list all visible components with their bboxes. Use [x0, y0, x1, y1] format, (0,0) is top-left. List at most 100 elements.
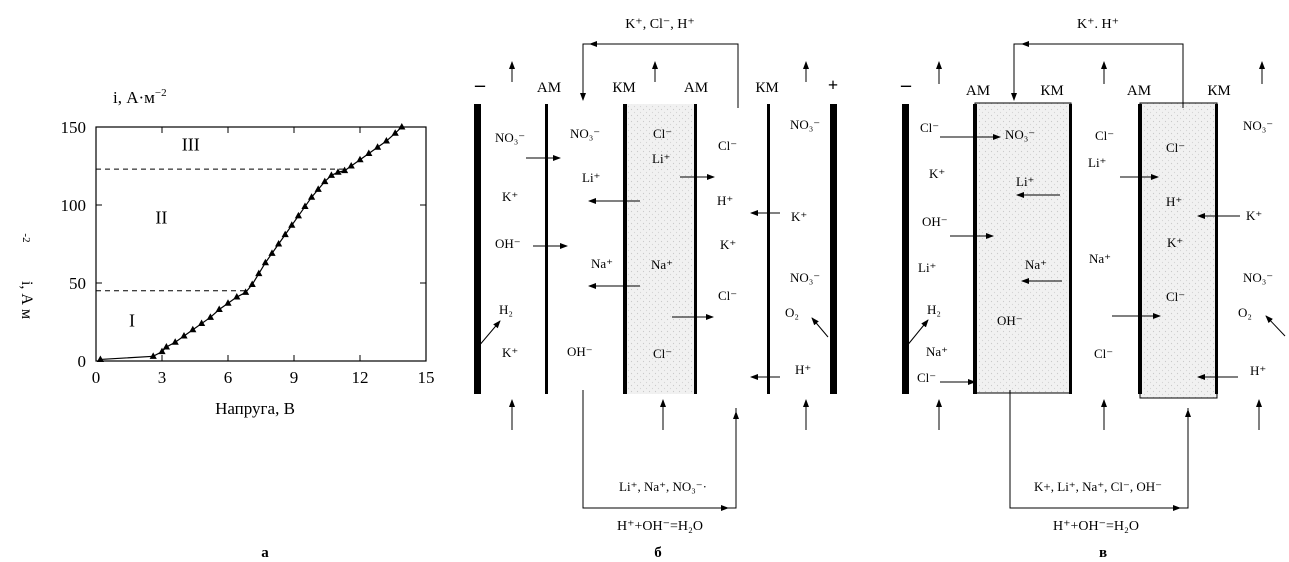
data-point — [198, 319, 206, 327]
ion-label: Li⁺ — [918, 260, 936, 275]
data-point — [242, 288, 250, 295]
svg-text:i, А м: i, А м — [18, 281, 35, 319]
data-point — [268, 249, 276, 256]
data-point — [365, 149, 373, 157]
ion-label: NO₃⁻ — [570, 126, 600, 141]
region-label: II — [155, 208, 167, 228]
panel-label-a: а — [261, 545, 269, 561]
x-axis-label: Напруга, В — [215, 399, 295, 418]
membrane-label: АМ — [1127, 83, 1151, 99]
region-label: I — [129, 311, 135, 331]
migration-arrows — [477, 155, 829, 380]
concentrate-chamber — [627, 104, 695, 394]
region-label: III — [182, 134, 200, 154]
panel-label-b: б — [654, 545, 662, 561]
membrane-label: АМ — [537, 80, 561, 96]
top-flow-label: K⁺, Cl⁻, H⁺ — [625, 17, 695, 32]
ion-label: OH⁻ — [997, 313, 1023, 328]
diagram-panel-c: – АМ КМ АМ КМ K⁺. H⁺ K+, Li⁺, Na⁺, Cl⁻, … — [900, 17, 1286, 561]
diagram-panel-b: – + АМ КМ АМ КМ K⁺, Cl⁻, H⁺ Li⁺, Na⁺, NO… — [474, 17, 838, 561]
bottom-flow-label: Li⁺, Na⁺, NO₃⁻· — [619, 479, 707, 494]
ion-label: NO₃⁻ — [790, 117, 820, 132]
svg-text:-2: -2 — [20, 233, 32, 242]
ion-label: K⁺ — [502, 189, 518, 204]
membrane-label: КМ — [755, 80, 778, 96]
ion-label: K⁺ — [791, 209, 807, 224]
x-tick-label: 3 — [158, 368, 167, 387]
anode-electrode — [830, 104, 837, 394]
ion-label: Na⁺ — [651, 257, 673, 272]
ion-label: K⁺ — [1246, 208, 1262, 223]
ion-label: O₂ — [1238, 305, 1252, 320]
membrane-am-1 — [973, 104, 977, 394]
data-point — [224, 299, 232, 306]
ion-label: NO₃⁻ — [1005, 127, 1035, 142]
top-flow-line — [582, 43, 739, 108]
cathode-electrode — [902, 104, 909, 394]
ion-label: Cl⁻ — [718, 288, 737, 303]
cathode-sign: – — [474, 74, 486, 96]
ion-label: K⁺ — [1167, 235, 1183, 250]
anode-sign: + — [828, 75, 838, 95]
ion-label: Li⁺ — [1016, 174, 1034, 189]
data-point — [261, 258, 269, 266]
top-flow-label: K⁺. H⁺ — [1077, 17, 1119, 32]
series-line — [100, 126, 403, 361]
x-tick-label: 9 — [290, 368, 299, 387]
ion-label: Cl⁻ — [917, 370, 936, 385]
ion-label: H⁺ — [1250, 363, 1266, 378]
ion-label: NO₃⁻ — [1243, 270, 1273, 285]
y-tick-label: 50 — [69, 274, 86, 293]
membrane-km-2 — [1215, 104, 1218, 394]
membrane-am-2 — [694, 104, 697, 394]
data-point — [347, 162, 355, 169]
panel-label-c: в — [1099, 545, 1107, 561]
ion-label: OH⁻ — [922, 214, 948, 229]
data-point — [215, 305, 223, 313]
ion-label: Cl⁻ — [1095, 128, 1114, 143]
bottom-flow-line — [582, 390, 737, 509]
data-point — [248, 280, 256, 288]
data-point — [149, 352, 157, 359]
ion-label: NO₃⁻ — [495, 130, 525, 145]
ion-label: Cl⁻ — [653, 346, 672, 361]
x-tick-label: 6 — [224, 368, 233, 387]
membrane-label: КМ — [612, 80, 635, 96]
data-point — [281, 230, 289, 238]
reaction-label: H⁺+OH⁻=H₂O — [617, 519, 703, 534]
data-point — [171, 338, 179, 345]
ion-label: O₂ — [785, 305, 799, 320]
data-point — [334, 168, 342, 175]
reaction-label: H⁺+OH⁻=H₂O — [1053, 519, 1139, 534]
membrane-km-1 — [1069, 104, 1072, 394]
membrane-label: АМ — [966, 83, 990, 99]
ion-label: Li⁺ — [652, 151, 670, 166]
data-point — [398, 123, 406, 130]
membrane-km-2 — [767, 104, 770, 394]
membrane-am-2 — [1138, 104, 1142, 394]
data-point — [294, 211, 302, 219]
ion-label: Cl⁻ — [1166, 140, 1185, 155]
data-point — [158, 347, 166, 355]
data-point — [180, 332, 188, 339]
ion-label: H₂ — [927, 302, 941, 317]
ion-label: Li⁺ — [582, 170, 600, 185]
ion-label: Na⁺ — [591, 256, 613, 271]
ion-label: Cl⁻ — [1166, 289, 1185, 304]
membrane-am-1 — [545, 104, 548, 394]
data-point — [288, 221, 296, 228]
x-tick-label: 15 — [418, 368, 435, 387]
data-point — [233, 293, 241, 300]
membrane-label: АМ — [684, 80, 708, 96]
ion-label: K⁺ — [929, 166, 945, 181]
cathode-electrode — [474, 104, 481, 394]
data-point — [382, 137, 390, 144]
y-tick-label: 100 — [61, 196, 87, 215]
cathode-sign: – — [900, 74, 912, 96]
data-point — [162, 342, 170, 350]
data-point — [327, 171, 335, 178]
chamber-1 — [974, 102, 1072, 394]
ion-label: H₂ — [499, 302, 513, 317]
